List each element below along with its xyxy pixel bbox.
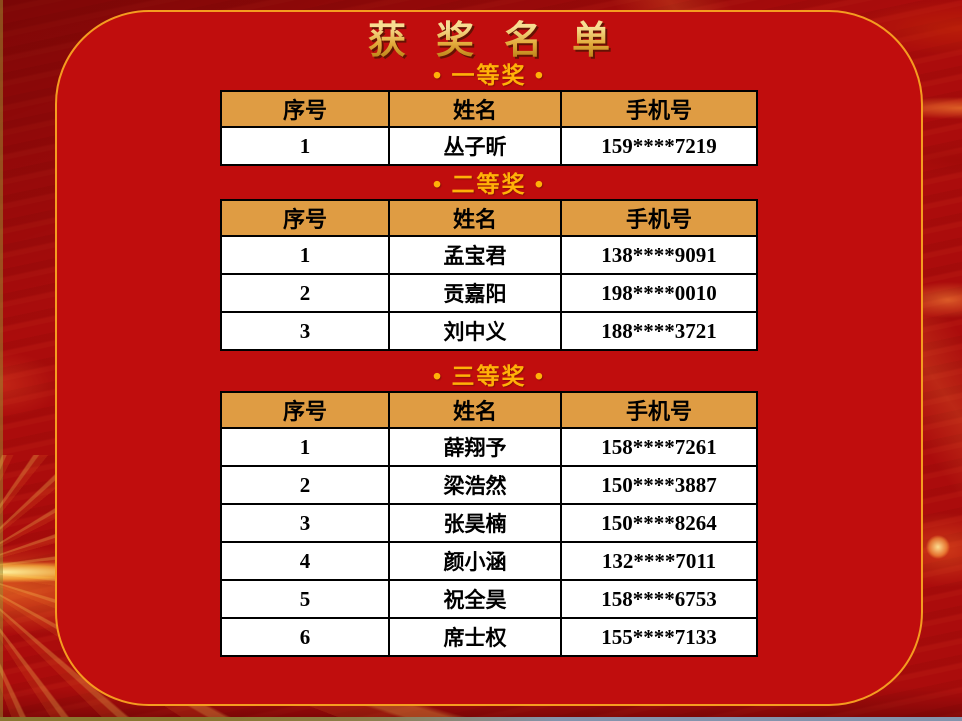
table-cell: 150****8264 xyxy=(560,503,758,543)
table-cell: 3 xyxy=(220,311,390,351)
table-cell: 颜小涵 xyxy=(388,541,562,581)
table-header-row: 序号 姓名 手机号 xyxy=(220,199,758,237)
section-label: • 二等奖 • xyxy=(433,171,545,197)
column-header: 姓名 xyxy=(388,391,562,429)
column-header: 序号 xyxy=(220,90,390,128)
table-row: 3 刘中义 188****3721 xyxy=(220,311,758,351)
column-header: 姓名 xyxy=(388,90,562,128)
table-row: 1 薛翔予 158****7261 xyxy=(220,427,758,467)
table-cell: 1 xyxy=(220,427,390,467)
table-row: 2 梁浩然 150****3887 xyxy=(220,465,758,505)
slide-panel: 获奖名单 • 一等奖 • 序号 姓名 手机号 1 丛子昕 159****7219 • 二… xyxy=(55,10,923,706)
column-header: 手机号 xyxy=(560,90,758,128)
column-header: 序号 xyxy=(220,391,390,429)
page-title: 获奖名单 xyxy=(57,18,921,64)
table-row: 6 席士权 155****7133 xyxy=(220,617,758,657)
table-cell: 188****3721 xyxy=(560,311,758,351)
table-row: 4 颜小涵 132****7011 xyxy=(220,541,758,581)
award-section: • 三等奖 • 序号 姓名 手机号 1 薛翔予 158****7261 2 梁浩然 150**… xyxy=(57,364,921,657)
table-cell: 2 xyxy=(220,465,390,505)
table-cell: 1 xyxy=(220,126,390,166)
table-header-row: 序号 姓名 手机号 xyxy=(220,391,758,429)
table-cell: 159****7219 xyxy=(560,126,758,166)
award-section: • 一等奖 • 序号 姓名 手机号 1 丛子昕 159****7219 xyxy=(57,63,921,166)
table-cell: 席士权 xyxy=(388,617,562,657)
award-table: 序号 姓名 手机号 1 丛子昕 159****7219 xyxy=(220,90,758,166)
award-table: 序号 姓名 手机号 1 薛翔予 158****7261 2 梁浩然 150****3887 3 张… xyxy=(220,391,758,657)
table-cell: 2 xyxy=(220,273,390,313)
section-label: • 三等奖 • xyxy=(433,363,545,389)
table-cell: 198****0010 xyxy=(560,273,758,313)
table-row: 2 贡嘉阳 198****0010 xyxy=(220,273,758,313)
column-header: 手机号 xyxy=(560,199,758,237)
table-cell: 138****9091 xyxy=(560,235,758,275)
table-cell: 3 xyxy=(220,503,390,543)
table-cell: 4 xyxy=(220,541,390,581)
table-cell: 薛翔予 xyxy=(388,427,562,467)
table-cell: 刘中义 xyxy=(388,311,562,351)
table-header-row: 序号 姓名 手机号 xyxy=(220,90,758,128)
table-cell: 贡嘉阳 xyxy=(388,273,562,313)
column-header: 手机号 xyxy=(560,391,758,429)
table-cell: 150****3887 xyxy=(560,465,758,505)
award-section: • 二等奖 • 序号 姓名 手机号 1 孟宝君 138****9091 2 贡嘉阳 198**… xyxy=(57,172,921,351)
table-row: 3 张昊楠 150****8264 xyxy=(220,503,758,543)
table-cell: 孟宝君 xyxy=(388,235,562,275)
table-row: 5 祝全昊 158****6753 xyxy=(220,579,758,619)
section-label: • 一等奖 • xyxy=(433,62,545,88)
table-cell: 155****7133 xyxy=(560,617,758,657)
table-cell: 132****7011 xyxy=(560,541,758,581)
table-cell: 158****6753 xyxy=(560,579,758,619)
table-cell: 5 xyxy=(220,579,390,619)
table-cell: 158****7261 xyxy=(560,427,758,467)
column-header: 序号 xyxy=(220,199,390,237)
table-row: 1 孟宝君 138****9091 xyxy=(220,235,758,275)
table-cell: 1 xyxy=(220,235,390,275)
column-header: 姓名 xyxy=(388,199,562,237)
table-cell: 6 xyxy=(220,617,390,657)
table-cell: 梁浩然 xyxy=(388,465,562,505)
table-cell: 祝全昊 xyxy=(388,579,562,619)
award-table: 序号 姓名 手机号 1 孟宝君 138****9091 2 贡嘉阳 198****0010 3 刘… xyxy=(220,199,758,351)
bottom-edge-strip xyxy=(0,717,962,721)
sections-container: • 一等奖 • 序号 姓名 手机号 1 丛子昕 159****7219 • 二等奖 • … xyxy=(57,12,921,704)
table-row: 1 丛子昕 159****7219 xyxy=(220,126,758,166)
table-cell: 张昊楠 xyxy=(388,503,562,543)
table-cell: 丛子昕 xyxy=(388,126,562,166)
